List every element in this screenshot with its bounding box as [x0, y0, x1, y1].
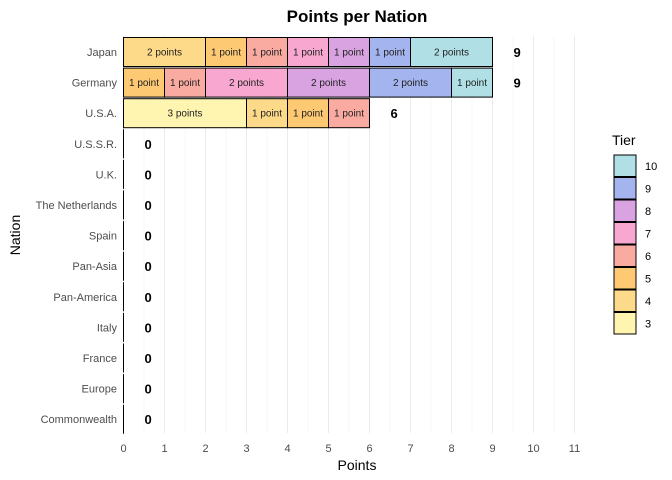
- bar-segment-japan-tier-10: [410, 37, 493, 67]
- legend-label-tier-5: 5: [645, 274, 651, 286]
- bar-segment-japan-tier-7: [287, 37, 329, 67]
- bar-segment-germany-tier-7: [205, 67, 288, 98]
- segment-label-japan-tier-8: 1 point: [334, 48, 364, 59]
- y-tick-label-pan-america: Pan-America: [53, 292, 117, 304]
- x-tick-label-2: 2: [202, 443, 208, 455]
- bar-segment-u-s-a-tier-3: [123, 98, 247, 129]
- total-label-the-netherlands: 0: [144, 198, 151, 213]
- total-label-japan: 9: [513, 45, 520, 60]
- x-tick-label-3: 3: [243, 443, 249, 455]
- segment-label-germany-tier-5: 1 point: [129, 78, 159, 89]
- x-tick-label-5: 5: [325, 443, 331, 455]
- segment-label-japan-tier-9: 1 point: [375, 48, 405, 59]
- y-tick-label-u-s-s-r: U.S.S.R.: [74, 139, 117, 151]
- y-tick-label-japan: Japan: [87, 47, 117, 59]
- total-label-u-s-a: 6: [390, 106, 397, 121]
- segment-label-japan-tier-5: 1 point: [211, 48, 241, 59]
- legend-key-tier-9: [613, 177, 637, 200]
- bar-segment-japan-tier-4: [123, 37, 206, 67]
- bar-segment-germany-tier-8: [287, 67, 370, 98]
- y-tick-label-u-k: U.K.: [96, 169, 117, 181]
- segment-label-u-s-a-tier-6: 1 point: [334, 109, 364, 120]
- total-label-pan-asia: 0: [144, 259, 151, 274]
- x-tick-label-10: 10: [527, 443, 539, 455]
- legend-key-tier-8: [613, 199, 637, 222]
- x-tick-label-6: 6: [366, 443, 372, 455]
- legend-label-tier-4: 4: [645, 296, 651, 308]
- total-label-germany: 9: [513, 76, 520, 91]
- legend-label-tier-7: 7: [645, 229, 651, 241]
- y-tick-label-the-netherlands: The Netherlands: [36, 200, 118, 212]
- bar-segment-germany-tier-9: [369, 67, 452, 98]
- chart-title: Points per Nation: [287, 7, 428, 26]
- total-label-europe: 0: [144, 382, 151, 397]
- x-tick-label-7: 7: [407, 443, 413, 455]
- y-tick-label-europe: Europe: [82, 384, 117, 396]
- axes: 0 1 2 3 4 5 6 7 8 9 10 11 Japan Germany U.S.A. U.S.S.R.…: [36, 47, 581, 455]
- bars: 2 points 1 point 1 point 1 point 1 point 1 po…: [123, 37, 521, 434]
- y-tick-label-spain: Spain: [89, 231, 117, 243]
- total-label-u-k: 0: [144, 167, 151, 182]
- legend-label-tier-8: 8: [645, 206, 651, 218]
- y-axis-title: Nation: [7, 215, 23, 255]
- legend-key-tier-5: [613, 267, 637, 290]
- x-tick-label-1: 1: [161, 443, 167, 455]
- bar-segment-germany-tier-5: [123, 67, 165, 98]
- segment-label-germany-tier-10: 1 point: [457, 78, 487, 89]
- total-label-italy: 0: [144, 320, 151, 335]
- y-tick-label-italy: Italy: [97, 322, 118, 334]
- bar-segment-japan-tier-8: [328, 37, 370, 67]
- bar-segment-u-s-a-tier-4: [246, 98, 288, 129]
- segment-label-japan-tier-6: 1 point: [252, 48, 282, 59]
- bar-segment-japan-tier-6: [246, 37, 288, 67]
- total-label-spain: 0: [144, 229, 151, 244]
- segment-label-u-s-a-tier-5: 1 point: [293, 109, 323, 120]
- bar-segment-japan-tier-5: [205, 37, 247, 67]
- segment-label-germany-tier-8: 2 points: [311, 78, 346, 89]
- legend-label-tier-10: 10: [645, 161, 657, 173]
- legend-key-tier-3: [613, 312, 637, 335]
- legend-title: Tier: [612, 132, 636, 148]
- legend-key-tier-4: [613, 289, 637, 312]
- segment-label-japan-tier-10: 2 points: [434, 48, 469, 59]
- x-axis-title: Points: [338, 457, 377, 473]
- total-label-u-s-s-r: 0: [144, 137, 151, 152]
- legend-label-tier-9: 9: [645, 184, 651, 196]
- segment-label-germany-tier-9: 2 points: [393, 78, 428, 89]
- total-label-commonwealth: 0: [144, 412, 151, 427]
- legend-key-tier-10: [613, 154, 637, 177]
- segment-label-u-s-a-tier-3: 3 points: [167, 109, 202, 120]
- legend: Tier 10 9 8 7 6 5 4 3: [612, 132, 657, 335]
- y-tick-label-commonwealth: Commonwealth: [41, 414, 117, 426]
- legend-label-tier-3: 3: [645, 319, 651, 331]
- x-tick-label-4: 4: [284, 443, 290, 455]
- segment-label-germany-tier-6: 1 point: [170, 78, 200, 89]
- y-tick-label-france: France: [83, 353, 117, 365]
- total-label-france: 0: [144, 351, 151, 366]
- bar-segment-germany-tier-10: [451, 67, 493, 98]
- legend-key-tier-6: [613, 244, 637, 267]
- segment-label-japan-tier-7: 1 point: [293, 48, 323, 59]
- segment-label-u-s-a-tier-4: 1 point: [252, 109, 282, 120]
- x-tick-label-11: 11: [569, 443, 580, 455]
- bar-segment-japan-tier-9: [369, 37, 411, 67]
- legend-key-tier-7: [613, 222, 637, 245]
- y-tick-label-pan-asia: Pan-Asia: [72, 261, 118, 273]
- total-label-pan-america: 0: [144, 290, 151, 305]
- x-tick-label-9: 9: [489, 443, 495, 455]
- x-tick-label-8: 8: [448, 443, 454, 455]
- segment-label-germany-tier-7: 2 points: [229, 78, 264, 89]
- segment-label-japan-tier-4: 2 points: [147, 48, 182, 59]
- y-tick-label-germany: Germany: [72, 78, 118, 90]
- bar-segment-u-s-a-tier-6: [328, 98, 370, 129]
- y-tick-label-u-s-a: U.S.A.: [85, 108, 117, 120]
- x-tick-label-0: 0: [120, 443, 126, 455]
- bar-segment-u-s-a-tier-5: [287, 98, 329, 129]
- legend-label-tier-6: 6: [645, 251, 651, 263]
